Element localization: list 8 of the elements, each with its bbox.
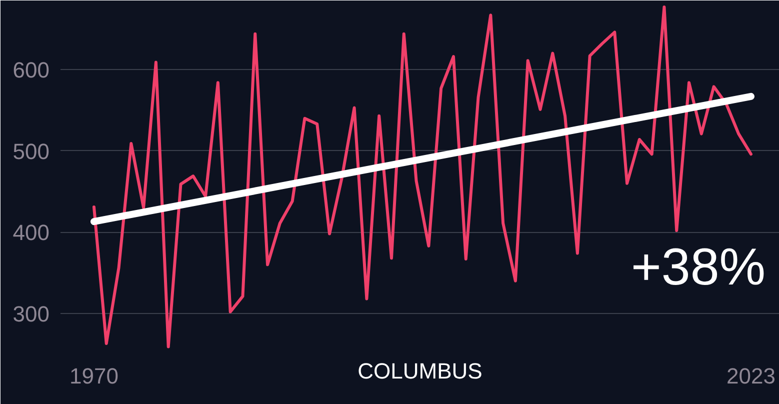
y-tick-label: 600 [12,58,50,83]
x-axis-title: COLUMBUS [358,358,482,384]
y-tick-label: 400 [12,220,50,246]
y-tick-label: 500 [12,138,50,164]
x-tick-label: 2023 [726,364,776,388]
y-tick-label: 300 [12,301,50,326]
annotation: +38% [631,238,766,296]
x-tick-label: 1970 [70,364,118,388]
